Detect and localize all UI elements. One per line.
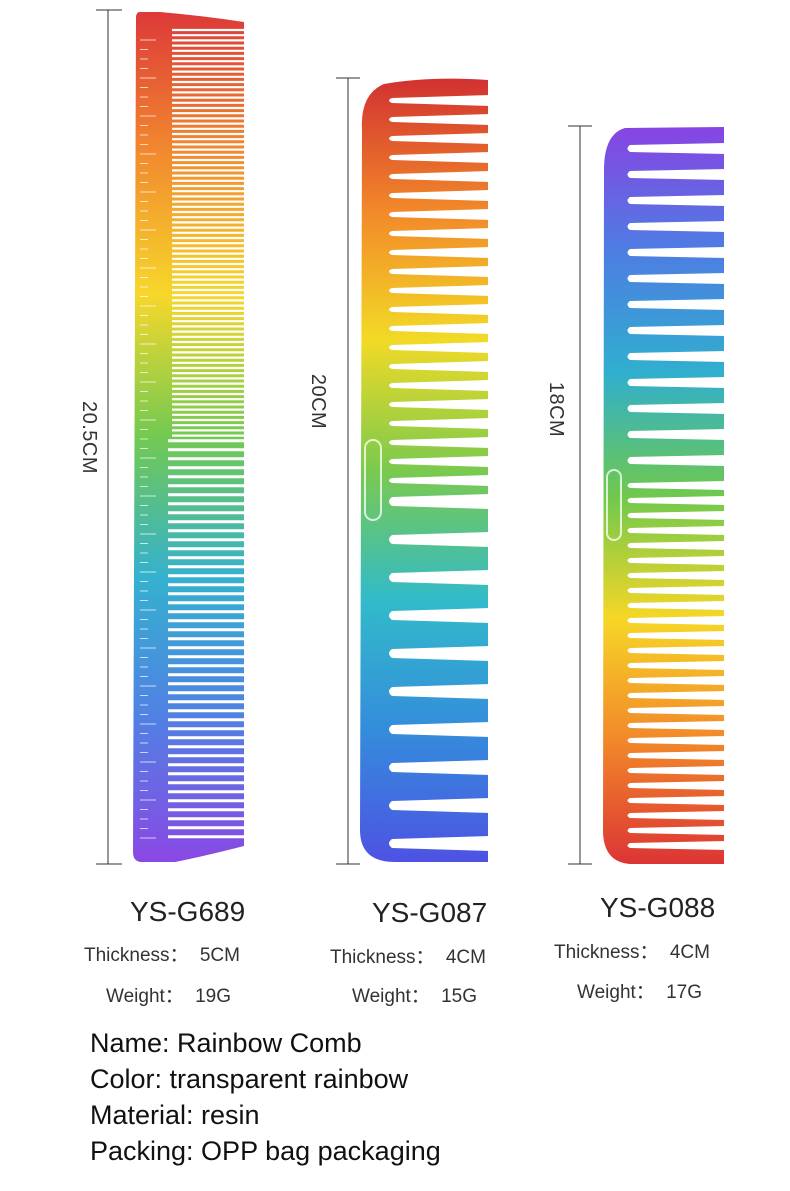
comb-ys-g689: [133, 12, 246, 862]
thickness-label: Thickness：: [554, 942, 659, 963]
thickness-value: 5CM: [199, 945, 240, 966]
thickness-label: Thickness：: [330, 947, 435, 968]
thickness-value: 4CM: [445, 947, 486, 968]
weight-label: Weight：: [352, 986, 430, 1007]
comb-ys-g088: [603, 127, 726, 864]
weight-value: 15G: [441, 986, 477, 1007]
length-measure-1: [96, 9, 122, 865]
weight-value: 17G: [666, 982, 702, 1003]
model-name-1: YS-G689: [130, 896, 246, 927]
comb-ys-g087: [360, 78, 490, 862]
product-packing: Packing: OPP bag packaging: [90, 1136, 441, 1166]
weight-row-1: Weight： 19G: [106, 981, 231, 1008]
product-material: Material: resin: [90, 1100, 260, 1130]
thickness-row-1: Thickness： 5CM: [84, 940, 240, 967]
thickness-row-2: Thickness： 4CM: [330, 942, 486, 969]
length-measure-3: [568, 125, 592, 865]
weight-row-3: Weight： 17G: [577, 977, 702, 1004]
weight-label: Weight：: [577, 982, 655, 1003]
length-label-2: 20CM: [307, 373, 330, 430]
length-measure-2: [336, 77, 360, 865]
thickness-row-3: Thickness： 4CM: [554, 937, 710, 964]
thickness-value: 4CM: [669, 942, 710, 963]
combs-illustration: [96, 9, 726, 865]
length-label-3: 18CM: [545, 381, 568, 438]
weight-label: Weight：: [106, 986, 184, 1007]
model-name-2: YS-G087: [372, 897, 488, 928]
length-label-1: 20.5CM: [78, 400, 101, 475]
weight-row-2: Weight： 15G: [352, 981, 477, 1008]
product-name: Name: Rainbow Comb: [90, 1028, 362, 1058]
weight-value: 19G: [195, 986, 231, 1007]
model-name-3: YS-G088: [600, 892, 716, 923]
product-color: Color: transparent rainbow: [90, 1064, 409, 1094]
thickness-label: Thickness：: [84, 945, 189, 966]
